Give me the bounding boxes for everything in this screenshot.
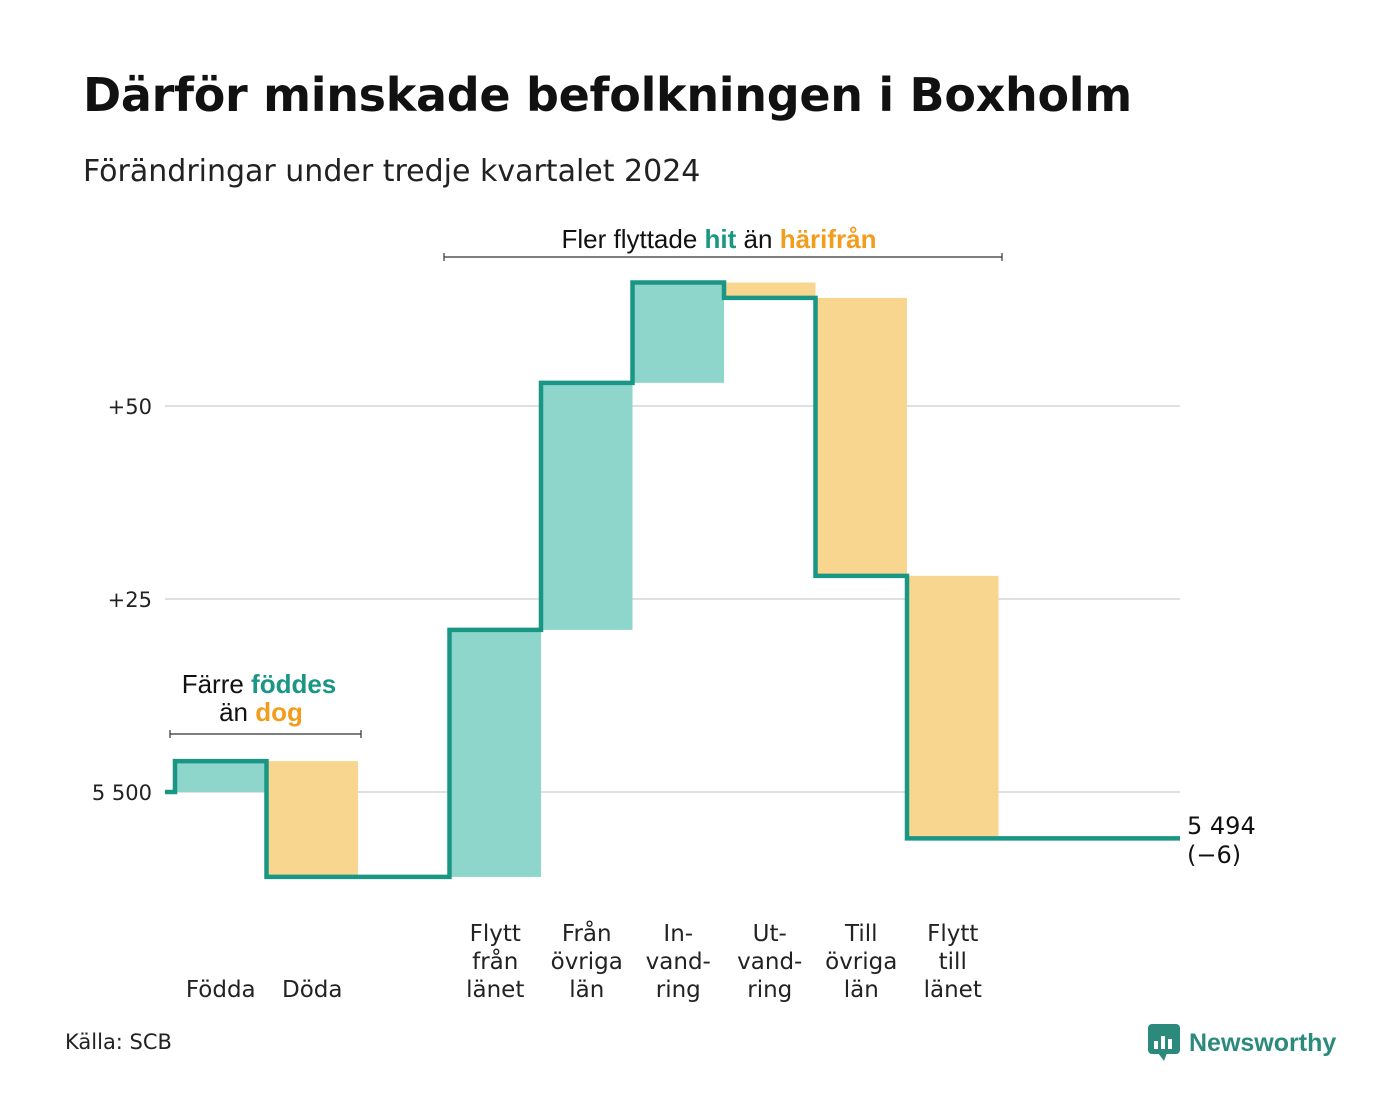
y-tick-label: +50 [108, 395, 152, 419]
waterfall-bar [175, 761, 267, 792]
waterfall-bar [724, 282, 816, 298]
chart-subtitle: Förändringar under tredje kvartalet 2024 [83, 154, 701, 189]
annotation-births-line2: än dog [219, 697, 303, 727]
waterfall-bar [907, 575, 999, 839]
x-tick-label: Ut- [753, 921, 787, 947]
waterfall-bar [266, 761, 358, 877]
y-tick-label: 5 500 [92, 781, 152, 805]
y-tick-label: +25 [108, 588, 152, 612]
x-tick-label: Flytt [927, 921, 978, 947]
waterfall-bar [541, 382, 633, 630]
x-tick-label: Från [562, 919, 612, 947]
x-tick-label: Till [844, 921, 878, 947]
step-line-group [165, 280, 1180, 880]
step-line [165, 280, 1180, 880]
x-tick-label: Födda [186, 977, 256, 1003]
x-tick-label: övriga [825, 949, 897, 975]
x-tick-label: till [939, 949, 967, 975]
x-tick-label: vand- [646, 949, 711, 975]
x-tick-label: In- [663, 921, 693, 947]
chart-title: Därför minskade befolkningen i Boxholm [83, 68, 1132, 122]
end-value-label: 5 494 [1187, 812, 1256, 840]
source-note: Källa: SCB [65, 1030, 172, 1054]
x-tick-label: Flytt [470, 921, 521, 947]
newsworthy-logo-icon [1148, 1024, 1180, 1061]
x-tick-label: övriga [551, 949, 623, 975]
x-tick-label: länet [924, 977, 982, 1003]
x-tick-label: Döda [282, 977, 342, 1003]
waterfall-bar [632, 282, 724, 383]
x-tick-label: från [472, 947, 518, 975]
x-tick-label: länet [466, 977, 524, 1003]
end-value-label: (−6) [1187, 841, 1241, 869]
x-tick-label: ring [656, 977, 701, 1003]
brand-name: Newsworthy [1189, 1028, 1337, 1057]
waterfall-bar [449, 629, 541, 877]
x-tick-label: län [569, 977, 604, 1003]
waterfall-bar [815, 297, 907, 576]
annotation-births-line1: Färre föddes [182, 669, 337, 699]
x-tick-label: län [844, 977, 879, 1003]
annotation-migration: Fler flyttade hit än härifrån [561, 224, 876, 254]
x-tick-label: ring [747, 977, 792, 1003]
brand-logo: Newsworthy [1147, 1023, 1336, 1063]
bars [175, 282, 999, 877]
x-tick-label: vand- [737, 949, 802, 975]
